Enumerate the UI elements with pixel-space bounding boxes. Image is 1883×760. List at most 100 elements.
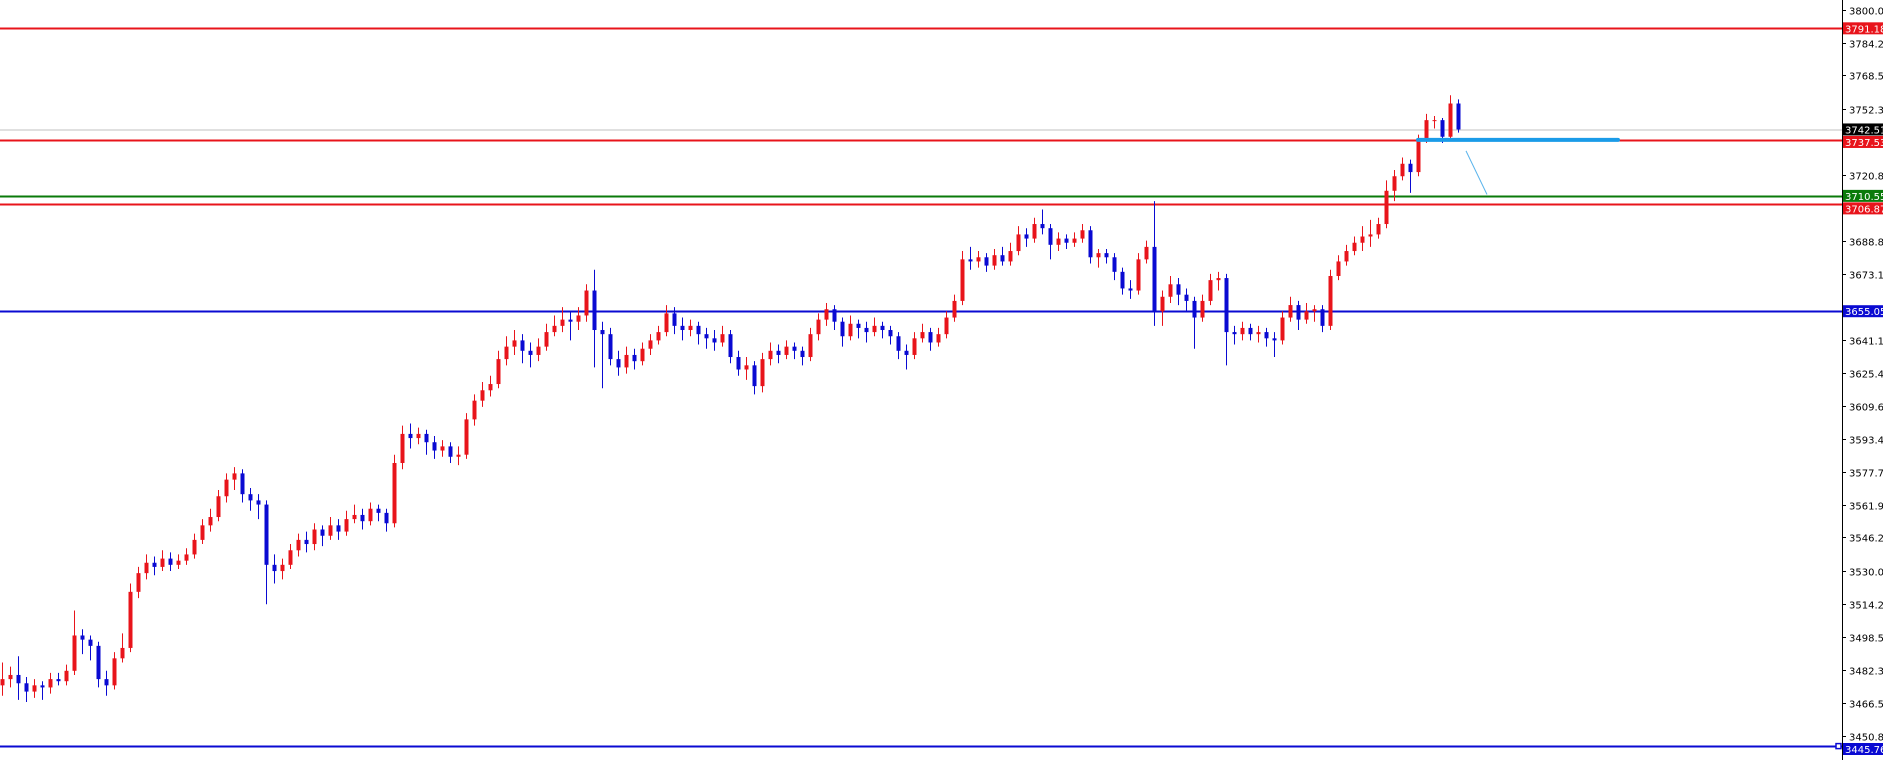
y-tick-label: 3673.10 (1849, 271, 1883, 282)
bear-candle (696, 321, 701, 345)
bull-candle (192, 533, 197, 559)
candle-body (1456, 103, 1461, 130)
bull-candle (224, 473, 229, 503)
bull-candle (960, 251, 965, 306)
candle-body (128, 591, 133, 648)
candle-body (536, 346, 541, 355)
bull-candle (392, 454, 397, 528)
bull-candle (1032, 217, 1037, 243)
y-tick-label: 3784.25 (1849, 40, 1883, 51)
bull-candle (1240, 321, 1245, 341)
candle-body (1384, 190, 1389, 225)
bull-candle (1360, 226, 1365, 252)
candle-body (928, 332, 933, 343)
bull-candle (1376, 217, 1381, 239)
y-tick-label: 3498.50 (1849, 634, 1883, 645)
bull-candle (688, 319, 693, 337)
bull-candle (1016, 226, 1021, 256)
bear-candle (856, 319, 861, 339)
candle-body (840, 321, 845, 337)
candle-body (816, 319, 821, 335)
bear-candle (608, 327, 613, 366)
bear-candle (1024, 228, 1029, 247)
bear-candle (792, 342, 797, 360)
bull-candle (48, 672, 53, 694)
candle-body (1096, 253, 1101, 258)
bull-candle (480, 381, 485, 407)
horizontal-levels (0, 27, 1842, 748)
bear-candle (680, 317, 685, 341)
bear-candle (728, 330, 733, 364)
candle-body (184, 554, 189, 561)
candle-body (368, 508, 373, 522)
bull-candle (1216, 271, 1221, 291)
candle-body (120, 647, 125, 659)
bear-candle (1184, 288, 1189, 312)
candle-body (1024, 234, 1029, 239)
level-label-box (1843, 743, 1883, 755)
bull-candle (120, 633, 125, 663)
bear-candle (304, 531, 309, 553)
bear-candle (736, 350, 741, 376)
candle-body (360, 514, 365, 522)
bull-candle (216, 490, 221, 522)
candle-body (176, 560, 181, 565)
drawn-objects (1416, 137, 1620, 195)
bull-candle (1080, 224, 1085, 243)
bull-candle (296, 533, 301, 557)
bear-candle (1040, 209, 1045, 235)
bull-candle (160, 550, 165, 572)
bear-candle (1272, 332, 1277, 358)
bull-candle (1344, 244, 1349, 266)
candle-body (1400, 163, 1405, 177)
candle-body (1144, 246, 1149, 260)
bull-candle (640, 342, 645, 366)
bull-candle (1136, 253, 1141, 295)
candle-body (976, 257, 981, 262)
bull-candle (720, 325, 725, 347)
bear-candle (600, 321, 605, 389)
bear-candle (104, 670, 109, 696)
level-label-box (1843, 22, 1883, 35)
bear-candle (240, 469, 245, 503)
level-handle-icon (1835, 742, 1842, 750)
candle-body (1304, 311, 1309, 320)
bull-candle (496, 350, 501, 389)
candle-body (352, 514, 357, 520)
bull-candle (176, 554, 181, 569)
bear-candle (96, 641, 101, 688)
y-tick-label: 3482.30 (1849, 667, 1883, 678)
bull-candle (128, 583, 133, 653)
candle-body (720, 334, 725, 343)
candle-body (984, 257, 989, 266)
bull-candle (312, 523, 317, 551)
candle-body (80, 635, 85, 640)
bear-candle (632, 348, 637, 370)
candle-body (1072, 238, 1077, 243)
level-label-box (1843, 305, 1883, 318)
bear-candle (432, 435, 437, 459)
candle-body (560, 319, 565, 326)
candle-body (864, 327, 869, 333)
bull-candle (400, 425, 405, 470)
projection-arrow-line (1465, 150, 1488, 195)
candle-body (1264, 332, 1269, 339)
bull-candle (1280, 311, 1285, 345)
level-label: 3737.53 (1845, 138, 1883, 149)
bear-candle (384, 508, 389, 532)
candle-body (784, 346, 789, 355)
candle-body (1040, 224, 1045, 229)
bull-candle (760, 352, 765, 393)
candle-body (616, 359, 621, 368)
y-tick-label: 3609.65 (1849, 403, 1883, 414)
candle-body (640, 348, 645, 362)
candle-body (1064, 238, 1069, 243)
candle-body (600, 330, 605, 335)
y-tick-label: 3466.55 (1849, 700, 1883, 711)
candle-body (1360, 236, 1365, 243)
candle-body (1136, 259, 1141, 291)
bull-candle (1368, 219, 1373, 247)
y-tick-label: 3530.00 (1849, 568, 1883, 579)
